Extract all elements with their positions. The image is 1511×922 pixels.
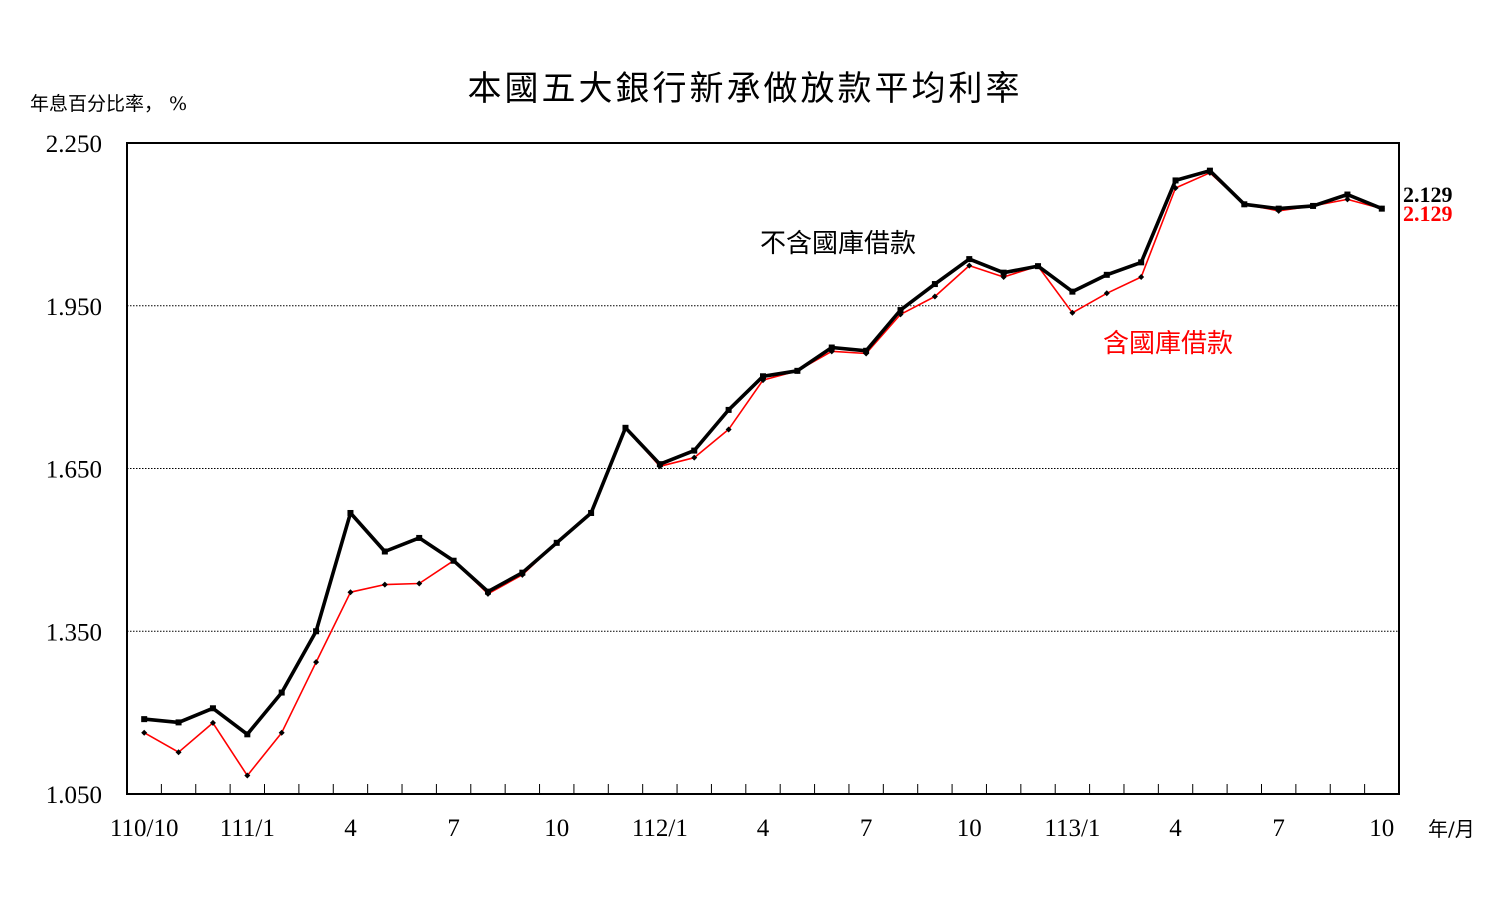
data-point [656,461,663,468]
data-point [1344,191,1351,198]
data-point [278,729,285,736]
x-tick-label: 7 [860,815,873,842]
x-tick-label: 10 [1369,815,1394,842]
x-tick-label: 111/1 [220,815,275,842]
x-tick-label: 10 [544,815,569,842]
data-point [1138,259,1145,266]
data-point [622,424,629,431]
data-point [966,256,973,263]
end-value-label-including-treasury: 2.129 [1403,201,1453,226]
series-label-excluding-treasury: 不含國庫借款 [760,229,916,259]
x-tick-label: 7 [447,815,460,842]
series-excluding-treasury [141,167,1385,738]
data-point [416,534,423,541]
data-point [209,719,216,726]
data-point [691,454,698,461]
data-point [691,447,698,454]
data-point [931,293,938,300]
end-value-label-excluding-treasury: 2.129 [1403,182,1453,207]
data-point [1344,196,1351,203]
data-point [794,367,801,374]
series-line [143,172,1383,777]
x-tick-label: 4 [1169,815,1182,842]
data-point [484,588,491,595]
x-tick-label: 4 [757,815,770,842]
data-point [1138,273,1145,280]
data-point [760,373,766,380]
data-point [519,569,526,576]
data-point [1310,202,1317,209]
data-point [313,659,320,666]
data-point [347,589,354,596]
data-point [897,307,904,314]
y-tick-label: 1.950 [46,294,102,321]
y-axis-label: 年息百分比率， % [30,93,187,115]
x-axis-unit-label: 年/月 [1428,817,1475,841]
data-point [1206,167,1213,174]
data-point [313,628,320,635]
data-point [244,772,251,779]
data-point [828,344,835,351]
data-point [725,406,732,413]
series-label-including-treasury: 含國庫借款 [1103,329,1233,359]
data-point [141,716,148,723]
data-point [1000,269,1007,276]
data-point [863,347,870,354]
data-point [141,729,148,736]
chart-title: 本國五大銀行新承做放款平均利率 [468,69,1023,109]
data-point [725,426,732,433]
x-tick-label: 10 [957,815,982,842]
data-point [381,581,388,588]
plot-area-frame [126,142,1400,795]
data-point [175,719,182,726]
x-tick-label: 112/1 [632,815,688,842]
data-point [1103,271,1110,278]
x-axis-ticks: 110/10 111/1 4 7 10 112/1 4 7 10 113/1 4 7 10 [110,784,1394,842]
x-tick-label: 4 [344,815,357,842]
series-including-treasury [141,169,1385,779]
data-point [175,749,182,756]
data-point [931,281,938,288]
data-point [1035,263,1042,270]
data-point [1241,201,1248,208]
data-point [1275,205,1282,212]
data-point [278,689,285,696]
data-point [1069,309,1076,316]
data-point [450,557,457,564]
data-point [1172,177,1179,184]
data-point [553,539,560,546]
y-axis-ticks: 2.250 1.950 1.650 1.350 1.050 [46,131,102,809]
x-tick-label: 113/1 [1044,815,1100,842]
data-point [966,262,973,269]
data-point [588,509,595,516]
data-point [381,548,388,555]
x-tick-label: 110/10 [110,815,179,842]
y-tick-label: 2.250 [46,131,102,158]
y-tick-label: 1.650 [46,457,102,484]
data-point [1069,288,1076,295]
y-tick-label: 1.050 [46,782,102,809]
data-point [347,509,354,516]
data-point [1378,205,1385,212]
x-tick-label: 7 [1272,815,1285,842]
series-lines [141,167,1385,779]
data-point [1103,290,1110,297]
gridlines [127,305,1399,632]
data-point [244,731,251,738]
data-point [416,580,423,587]
y-tick-label: 1.350 [46,619,102,646]
data-point [209,705,216,712]
